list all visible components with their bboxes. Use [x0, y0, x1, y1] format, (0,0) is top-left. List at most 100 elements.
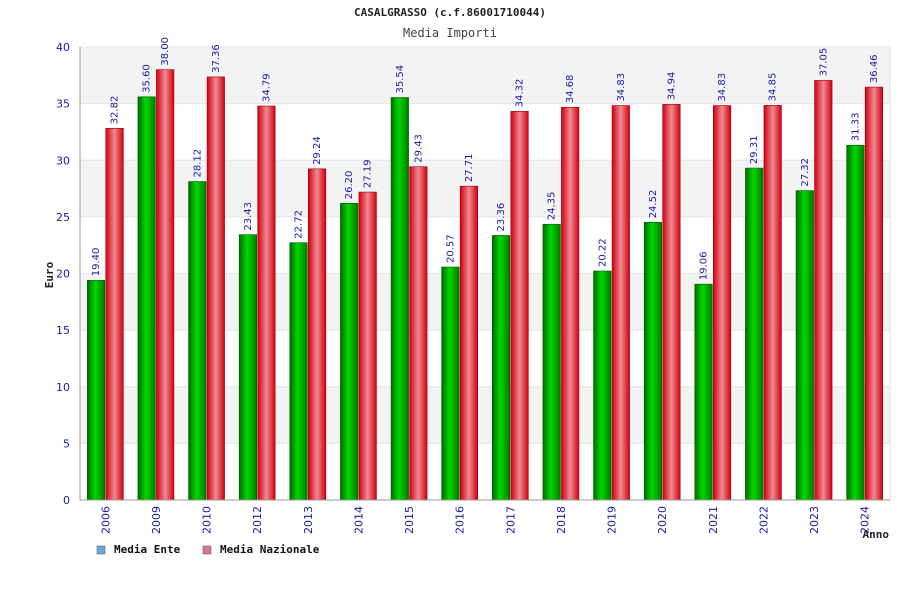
data-label: 19.40	[91, 248, 102, 277]
x-axis-label: Anno	[863, 528, 890, 541]
data-label: 35.60	[142, 64, 153, 93]
bar-media-nazionale	[713, 105, 732, 501]
y-tick-label: 20	[56, 268, 70, 281]
x-tick-label: 2009	[150, 506, 163, 534]
bar-media-ente	[441, 266, 460, 501]
data-label: 29.43	[413, 134, 424, 163]
x-tick-label: 2015	[403, 506, 416, 534]
bar-media-ente	[492, 235, 511, 501]
bar-media-ente	[795, 190, 814, 501]
bar-media-nazionale	[662, 104, 681, 501]
y-tick-label: 30	[56, 154, 70, 167]
bar-media-nazionale	[459, 185, 478, 501]
data-label: 19.06	[699, 252, 710, 281]
x-tick-label: 2019	[606, 506, 619, 534]
bar-media-ente	[846, 144, 865, 501]
data-label: 37.36	[211, 44, 222, 73]
y-axis-ticks: 0 5 10 15 20 25 30 35 40	[56, 41, 70, 507]
y-tick-label: 15	[56, 324, 70, 337]
y-tick-label: 35	[56, 98, 70, 111]
bar-media-ente	[87, 279, 106, 501]
bar-media-nazionale	[561, 106, 580, 501]
data-label: 22.72	[294, 210, 305, 239]
data-label: 24.52	[648, 190, 659, 219]
bar-media-nazionale	[358, 191, 377, 501]
bar-media-nazionale	[257, 105, 276, 501]
x-tick-label: 2022	[757, 506, 770, 534]
chart-title: CASALGRASSO (c.f.86001710044)	[354, 6, 546, 19]
data-label: 29.31	[749, 135, 760, 164]
x-tick-label: 2006	[99, 506, 112, 534]
x-tick-label: 2016	[454, 506, 467, 534]
data-label: 34.83	[717, 73, 728, 102]
data-label: 35.54	[395, 65, 406, 94]
legend-label-media-nazionale: Media Nazionale	[220, 543, 320, 556]
x-tick-label: 2014	[352, 506, 365, 534]
data-label: 29.24	[312, 136, 323, 165]
bars	[87, 69, 883, 501]
data-label: 28.12	[192, 149, 203, 178]
x-tick-label: 2010	[201, 506, 214, 534]
x-tick-label: 2018	[555, 506, 568, 534]
x-tick-label: 2023	[808, 506, 821, 534]
data-label: 20.22	[597, 238, 608, 267]
data-label: 34.85	[768, 73, 779, 102]
data-label: 27.19	[363, 159, 374, 188]
data-label: 36.46	[869, 54, 880, 83]
bar-media-nazionale	[814, 80, 833, 501]
bar-media-ente	[390, 97, 409, 501]
x-tick-label: 2020	[656, 506, 669, 534]
bar-media-ente	[694, 283, 713, 501]
data-label: 23.36	[496, 203, 507, 232]
bar-media-nazionale	[308, 168, 327, 501]
bar-media-nazionale	[409, 166, 428, 501]
bar-media-nazionale	[611, 105, 630, 501]
x-tick-label: 2013	[302, 506, 315, 534]
bar-media-ente	[137, 96, 156, 501]
bar-media-ente	[745, 167, 764, 501]
legend: Media Ente Media Nazionale	[96, 543, 320, 556]
data-label: 34.83	[616, 73, 627, 102]
bar-media-nazionale	[510, 111, 529, 501]
x-tick-label: 2021	[707, 506, 720, 534]
legend-label-media-ente: Media Ente	[114, 543, 181, 556]
legend-swatch-media-ente	[96, 545, 106, 555]
data-label: 31.33	[850, 113, 861, 142]
bar-media-nazionale	[156, 69, 175, 501]
bar-media-nazionale	[206, 76, 225, 501]
data-label: 34.68	[565, 75, 576, 104]
bar-media-ente	[188, 181, 207, 501]
bar-media-nazionale	[864, 86, 883, 501]
legend-swatch-media-nazionale	[202, 545, 212, 555]
x-axis-ticks: 2006 2009 2010 2012 2013 2014 2015 2016 2017 2018…	[99, 506, 871, 534]
bar-media-ente	[593, 270, 612, 501]
bar-media-ente	[238, 234, 257, 501]
chart-subtitle: Media Importi	[403, 26, 497, 40]
y-axis-label: Euro	[43, 261, 56, 288]
value-labels: 19.40 32.82 35.60 38.00 28.12 37.36 23.43 34.79…	[91, 37, 880, 280]
x-tick-label: 2012	[251, 506, 264, 534]
data-label: 20.57	[445, 234, 456, 263]
y-tick-label: 10	[56, 381, 70, 394]
data-label: 38.00	[160, 37, 171, 66]
bar-media-ente	[542, 223, 561, 501]
x-tick-label: 2024	[859, 506, 872, 534]
data-label: 26.20	[344, 171, 355, 200]
bar-media-ente	[643, 222, 662, 501]
data-label: 23.43	[243, 202, 254, 231]
data-label: 27.32	[800, 158, 811, 187]
bar-media-ente	[340, 202, 359, 501]
y-tick-label: 0	[63, 494, 70, 507]
bar-media-nazionale	[763, 105, 782, 501]
data-label: 32.82	[110, 96, 121, 125]
y-tick-label: 40	[56, 41, 70, 54]
y-tick-label: 5	[63, 437, 70, 450]
data-label: 34.32	[515, 79, 526, 108]
data-label: 34.94	[666, 72, 677, 101]
data-label: 27.71	[464, 154, 475, 183]
data-label: 37.05	[818, 48, 829, 77]
data-label: 24.35	[547, 192, 558, 221]
y-tick-label: 25	[56, 211, 70, 224]
bar-media-ente	[289, 242, 308, 501]
